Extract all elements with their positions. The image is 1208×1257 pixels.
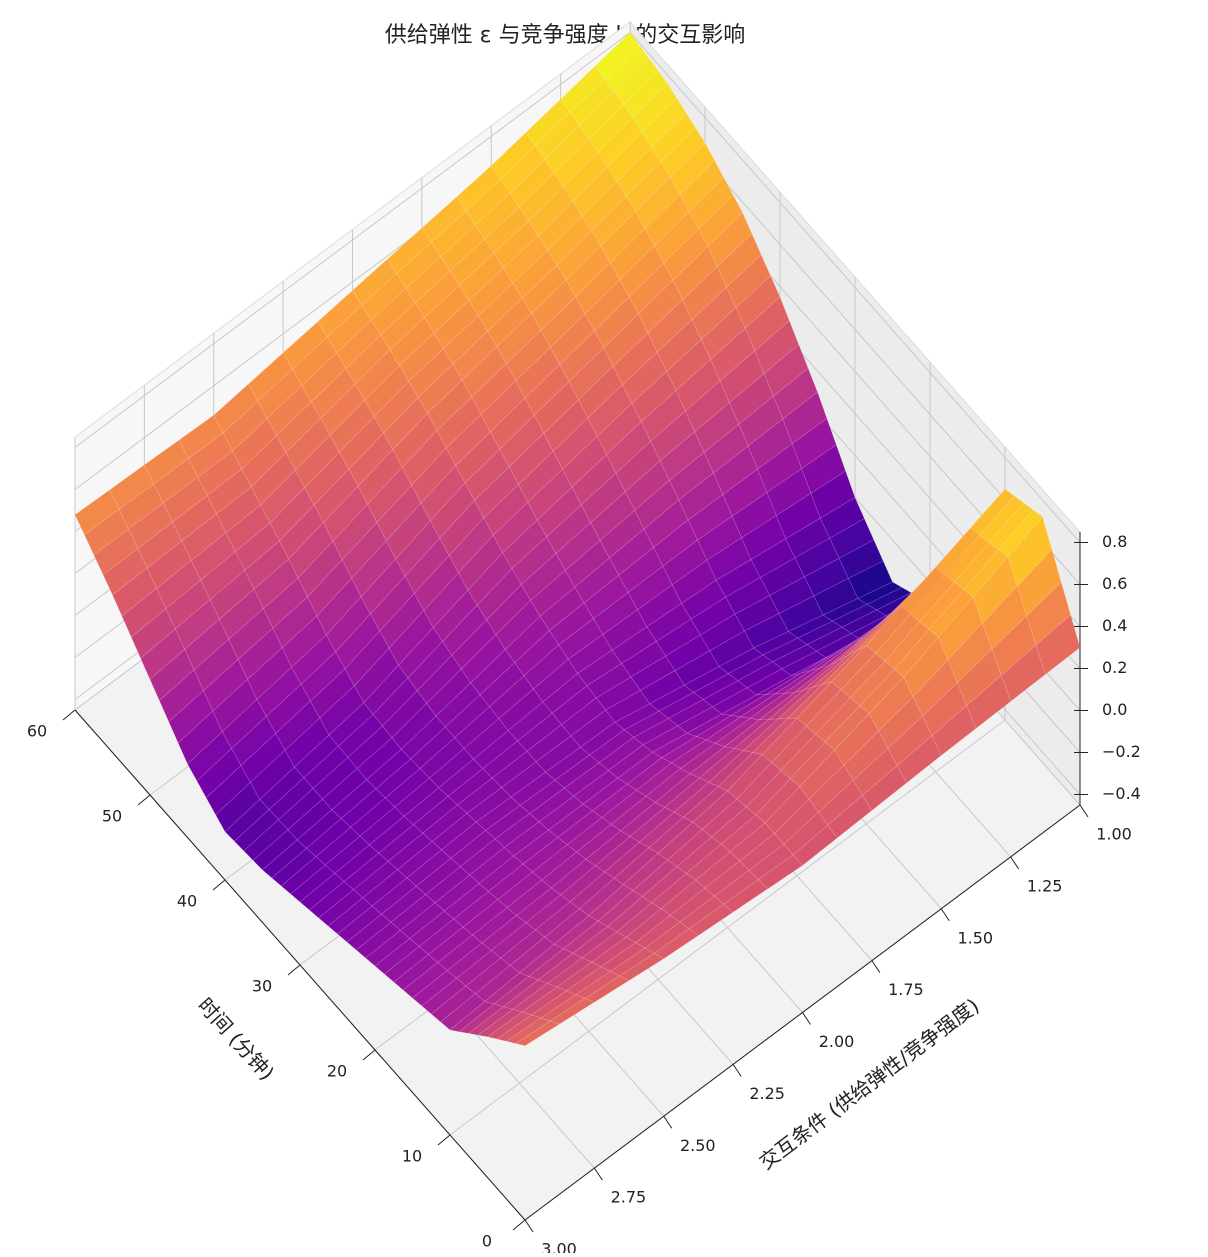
x-tick-label: 0 [482, 1232, 492, 1251]
surface-patch [196, 748, 242, 799]
x-tick [62, 709, 76, 721]
x-tick-label: 50 [102, 807, 122, 826]
surface-patch [112, 567, 157, 617]
surface-patch [355, 921, 401, 959]
z-tick-label: 0.2 [1102, 658, 1127, 677]
y-tick-label: 3.00 [541, 1240, 577, 1254]
z-tick-label: 0.4 [1102, 616, 1127, 635]
y-tick [871, 960, 881, 973]
x-tick [137, 794, 151, 806]
z-tick-label: −0.2 [1102, 742, 1141, 761]
surface-patch [412, 970, 458, 1007]
chart-title: 供给弹性 ε 与竞争强度 k 的交互影响 [385, 23, 746, 48]
axis-line [74, 709, 526, 1221]
x-tick [512, 1219, 526, 1231]
x-tick [437, 1134, 451, 1146]
surface-patch [496, 1014, 542, 1042]
grid-line [629, 32, 1081, 543]
y-tick-label: 2.25 [749, 1084, 785, 1103]
y-tick-label: 1.25 [1027, 876, 1063, 895]
z-tick-label: 0.8 [1102, 532, 1127, 551]
surface-patch [308, 881, 354, 919]
x-tick-label: 10 [402, 1147, 422, 1166]
surface-patch [280, 856, 326, 895]
y-tick-label: 1.75 [888, 980, 924, 999]
x-axis-label: 时间 (分钟) [193, 993, 279, 1085]
y-tick [593, 1167, 603, 1181]
x-tick [212, 879, 226, 891]
z-tick-label: −0.4 [1102, 784, 1141, 803]
x-tick-label: 30 [252, 977, 272, 996]
z-tick-label: 0.0 [1102, 700, 1127, 719]
x-tick-label: 60 [27, 722, 47, 741]
surface-patch [299, 873, 345, 911]
surface-patch [262, 839, 308, 879]
x-tick [287, 964, 301, 976]
axis-line [524, 804, 1081, 1221]
y-tick-label: 2.00 [819, 1032, 855, 1051]
z-tick-label: 0.6 [1102, 574, 1127, 593]
y-tick-label: 1.50 [957, 928, 993, 947]
x-tick [362, 1049, 376, 1061]
x-tick-label: 20 [327, 1062, 347, 1081]
surface-patch [177, 710, 223, 765]
surface-patch [477, 1008, 523, 1038]
y-tick [732, 1064, 742, 1077]
y-tick [802, 1012, 811, 1025]
surface-patch [102, 548, 148, 596]
surface-patch [514, 1020, 561, 1047]
y-tick [524, 1219, 534, 1233]
surface-patch [215, 782, 261, 833]
y-tick [940, 908, 950, 922]
surface-patch [187, 731, 232, 782]
surface-patch [430, 985, 476, 1023]
y-tick [1010, 856, 1020, 870]
surface-patch [224, 799, 270, 842]
surface-patch [168, 690, 214, 744]
y-tick-label: 2.50 [680, 1136, 716, 1155]
grid-line [74, 32, 631, 448]
x-tick-label: 40 [177, 892, 197, 911]
y-tick-label: 1.00 [1096, 825, 1132, 844]
surface-patch [346, 913, 392, 951]
y-tick [663, 1115, 673, 1129]
y-tick-label: 2.75 [611, 1188, 647, 1207]
y-tick [1079, 804, 1089, 818]
